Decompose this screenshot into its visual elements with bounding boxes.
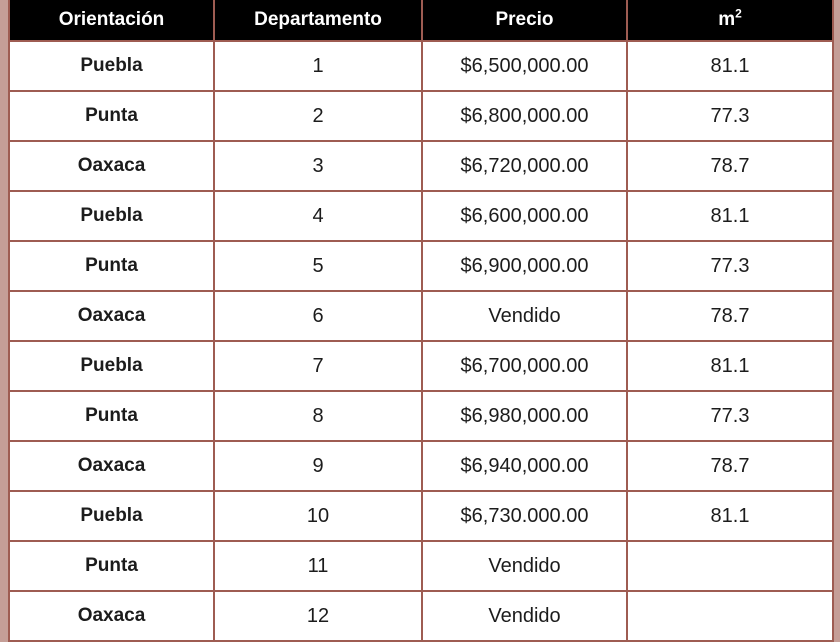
cell-precio: $6,700,000.00: [421, 340, 628, 392]
header-departamento: Departamento: [213, 0, 423, 42]
header-row: Orientación Departamento Precio m2: [8, 0, 834, 42]
cell-departamento: 6: [213, 290, 423, 342]
table-row: Oaxaca 12 Vendido: [8, 590, 834, 642]
header-m2: m2: [626, 0, 834, 42]
cell-orientacion: Punta: [8, 240, 215, 292]
cell-precio: $6,940,000.00: [421, 440, 628, 492]
cell-precio: $6,720,000.00: [421, 140, 628, 192]
cell-precio: $6,980,000.00: [421, 390, 628, 442]
cell-m2: 78.7: [626, 140, 834, 192]
table-row: Puebla 7 $6,700,000.00 81.1: [8, 340, 834, 392]
table-row: Punta 11 Vendido: [8, 540, 834, 592]
table-row: Oaxaca 3 $6,720,000.00 78.7: [8, 140, 834, 192]
cell-orientacion: Punta: [8, 540, 215, 592]
table-row: Punta 8 $6,980,000.00 77.3: [8, 390, 834, 442]
table-body: Puebla 1 $6,500,000.00 81.1 Punta 2 $6,8…: [8, 40, 834, 642]
cell-precio: $6,500,000.00: [421, 40, 628, 92]
cell-departamento: 7: [213, 340, 423, 392]
cell-orientacion: Oaxaca: [8, 140, 215, 192]
cell-orientacion: Oaxaca: [8, 590, 215, 642]
cell-m2: 78.7: [626, 290, 834, 342]
cell-departamento: 3: [213, 140, 423, 192]
cell-m2: [626, 540, 834, 592]
cell-precio: $6,730.000.00: [421, 490, 628, 542]
cell-m2: 81.1: [626, 340, 834, 392]
table-row: Oaxaca 6 Vendido 78.7: [8, 290, 834, 342]
header-orientacion: Orientación: [8, 0, 215, 42]
cell-orientacion: Puebla: [8, 40, 215, 92]
cell-departamento: 9: [213, 440, 423, 492]
cell-precio: $6,900,000.00: [421, 240, 628, 292]
cell-orientacion: Oaxaca: [8, 290, 215, 342]
table-row: Oaxaca 9 $6,940,000.00 78.7: [8, 440, 834, 492]
cell-m2: [626, 590, 834, 642]
table-row: Puebla 4 $6,600,000.00 81.1: [8, 190, 834, 242]
cell-m2: 81.1: [626, 490, 834, 542]
apartment-price-table: Orientación Departamento Precio m2 Puebl…: [8, 0, 834, 642]
header-precio: Precio: [421, 0, 628, 42]
price-table-container: Orientación Departamento Precio m2 Puebl…: [8, 0, 834, 642]
cell-departamento: 10: [213, 490, 423, 542]
header-m2-superscript: 2: [735, 6, 742, 21]
table-row: Puebla 10 $6,730.000.00 81.1: [8, 490, 834, 542]
cell-departamento: 11: [213, 540, 423, 592]
cell-departamento: 4: [213, 190, 423, 242]
cell-orientacion: Puebla: [8, 340, 215, 392]
cell-orientacion: Punta: [8, 90, 215, 142]
table-row: Puebla 1 $6,500,000.00 81.1: [8, 40, 834, 92]
cell-precio: Vendido: [421, 590, 628, 642]
header-m2-base: m: [718, 9, 736, 30]
cell-m2: 78.7: [626, 440, 834, 492]
cell-m2: 81.1: [626, 40, 834, 92]
table-header: Orientación Departamento Precio m2: [8, 0, 834, 42]
cell-departamento: 12: [213, 590, 423, 642]
cell-precio: Vendido: [421, 540, 628, 592]
cell-precio: Vendido: [421, 290, 628, 342]
cell-departamento: 5: [213, 240, 423, 292]
cell-departamento: 1: [213, 40, 423, 92]
cell-departamento: 8: [213, 390, 423, 442]
cell-departamento: 2: [213, 90, 423, 142]
cell-precio: $6,600,000.00: [421, 190, 628, 242]
cell-orientacion: Oaxaca: [8, 440, 215, 492]
cell-m2: 81.1: [626, 190, 834, 242]
table-row: Punta 2 $6,800,000.00 77.3: [8, 90, 834, 142]
table-row: Punta 5 $6,900,000.00 77.3: [8, 240, 834, 292]
cell-precio: $6,800,000.00: [421, 90, 628, 142]
cell-m2: 77.3: [626, 240, 834, 292]
cell-orientacion: Puebla: [8, 490, 215, 542]
cell-m2: 77.3: [626, 90, 834, 142]
cell-m2: 77.3: [626, 390, 834, 442]
cell-orientacion: Punta: [8, 390, 215, 442]
cell-orientacion: Puebla: [8, 190, 215, 242]
